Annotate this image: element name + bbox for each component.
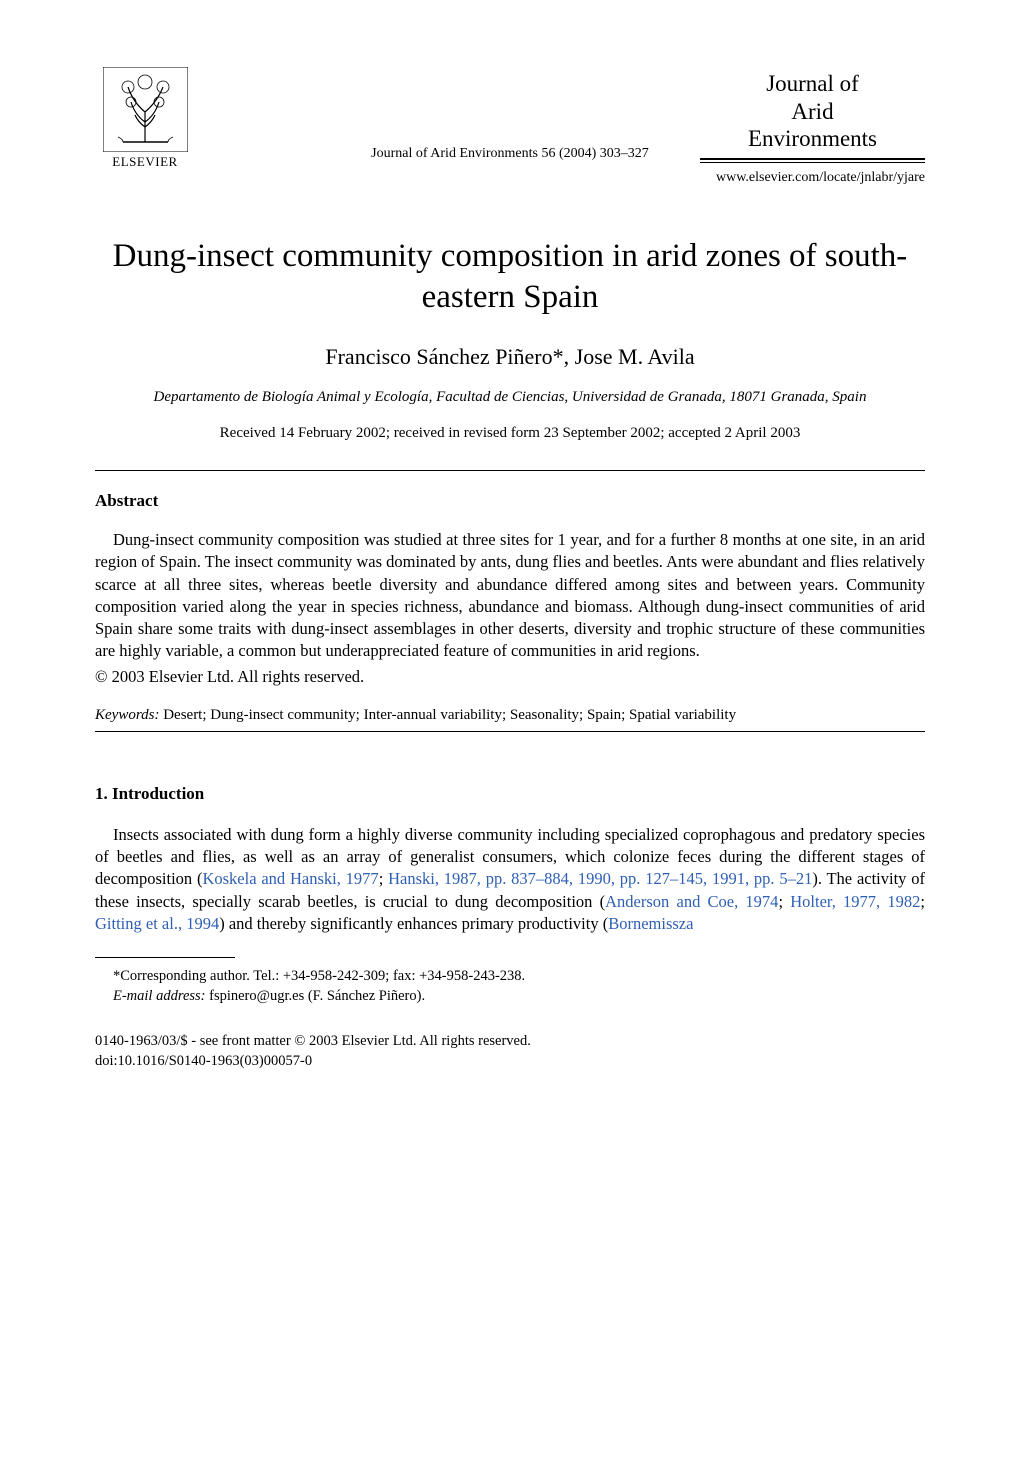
separator: ;: [778, 892, 790, 911]
keywords: Keywords: Desert; Dung-insect community;…: [95, 705, 925, 725]
journal-title-line1: Journal of: [766, 71, 859, 96]
corresponding-author-footnote: *Corresponding author. Tel.: +34-958-242…: [95, 966, 925, 986]
abstract-rule-bottom: [95, 731, 925, 732]
article-dates: Received 14 February 2002; received in r…: [95, 425, 925, 442]
intro-text-mid2: ) and thereby significantly enhances pri…: [219, 914, 608, 933]
publisher-name: ELSEVIER: [112, 154, 177, 170]
abstract-copyright: © 2003 Elsevier Ltd. All rights reserved…: [95, 667, 925, 687]
front-matter-line: 0140-1963/03/$ - see front matter © 2003…: [95, 1031, 925, 1051]
journal-title-line2: Arid: [791, 99, 833, 124]
journal-title-box: Journal of Arid Environments: [700, 60, 925, 163]
introduction-paragraph: Insects associated with dung form a high…: [95, 824, 925, 935]
citation-anderson[interactable]: Anderson and Coe, 1974: [605, 892, 778, 911]
elsevier-tree-icon: [103, 67, 188, 152]
introduction-heading: 1. Introduction: [95, 784, 925, 804]
journal-website: www.elsevier.com/locate/jnlabr/yjare: [95, 170, 925, 186]
citation-hanski[interactable]: Hanski, 1987, pp. 837–884, 1990, pp. 127…: [388, 869, 812, 888]
publisher-logo: ELSEVIER: [95, 60, 195, 170]
abstract-heading: Abstract: [95, 491, 925, 511]
email-footnote: E-mail address: fspinero@ugr.es (F. Sánc…: [95, 986, 925, 1006]
email-label: E-mail address:: [113, 988, 206, 1004]
journal-title: Journal of Arid Environments: [700, 70, 925, 153]
abstract-rule-top: [95, 470, 925, 471]
citation-holter[interactable]: Holter, 1977, 1982: [790, 892, 920, 911]
footnote-rule: [95, 957, 235, 958]
citation-bornemissza[interactable]: Bornemissza: [608, 914, 693, 933]
doi-line: doi:10.1016/S0140-1963(03)00057-0: [95, 1051, 925, 1071]
keywords-text: Desert; Dung-insect community; Inter-ann…: [159, 707, 736, 723]
article-affiliation: Departamento de Biología Animal y Ecolog…: [95, 388, 925, 408]
journal-title-line3: Environments: [748, 126, 877, 151]
citation-gitting[interactable]: Gitting et al., 1994: [95, 914, 219, 933]
separator: ;: [379, 869, 388, 888]
journal-rule-top: [700, 158, 925, 160]
citation-koskela[interactable]: Koskela and Hanski, 1977: [202, 869, 378, 888]
abstract-text: Dung-insect community composition was st…: [95, 529, 925, 663]
article-title: Dung-insect community composition in ari…: [95, 236, 925, 319]
email-value: fspinero@ugr.es (F. Sánchez Piñero).: [206, 988, 426, 1004]
keywords-label: Keywords:: [95, 707, 159, 723]
separator: ;: [920, 892, 925, 911]
journal-rule-bottom: [700, 162, 925, 163]
article-authors: Francisco Sánchez Piñero*, Jose M. Avila: [95, 344, 925, 370]
page-bottom-info: 0140-1963/03/$ - see front matter © 2003…: [95, 1031, 925, 1072]
